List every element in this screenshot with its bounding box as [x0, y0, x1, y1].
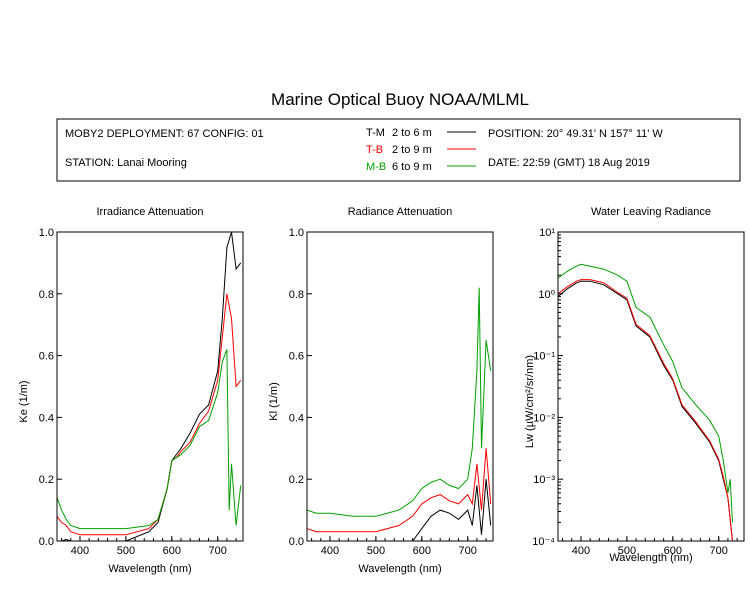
station-text: STATION: Lanai Mooring	[65, 157, 187, 169]
deployment-text: MOBY2 DEPLOYMENT: 67 CONFIG: 01	[65, 128, 264, 140]
legend-code: T-M	[366, 127, 385, 139]
x-tick-label: 400	[71, 545, 89, 557]
y-tick-label: 0.6	[289, 351, 304, 363]
y-tick-label: 0.4	[289, 412, 304, 424]
x-tick-label: 600	[163, 545, 181, 557]
series-line	[57, 232, 242, 541]
charts: Irradiance Attenuation 400 500 600 700 0.0 0.2…	[18, 206, 745, 575]
legend-code: T-B	[366, 144, 383, 156]
info-box: MOBY2 DEPLOYMENT: 67 CONFIG: 01 STATION:…	[56, 118, 741, 182]
x-axis-label: Wavelength (nm)	[108, 563, 191, 575]
x-tick-label: 400	[321, 545, 339, 557]
x-tick-label: 700	[710, 545, 728, 557]
chart-panel: Radiance Attenuation 400 500 600 700 0.0 0.2 0.…	[268, 206, 494, 575]
y-tick-label: 10⁻²	[533, 412, 555, 424]
y-tick-label: 1.0	[289, 227, 304, 239]
x-tick-label: 400	[572, 545, 590, 557]
y-tick-label: 10⁻⁴	[532, 536, 555, 548]
y-tick-label: 0.8	[289, 289, 304, 301]
y-tick-label: 10⁻³	[533, 474, 555, 486]
x-tick-label: 500	[117, 545, 135, 557]
x-tick-label: 500	[367, 545, 385, 557]
x-axis-label: Wavelength (nm)	[609, 552, 692, 564]
position-text: POSITION: 20° 49.31' N 157° 11' W	[488, 128, 663, 140]
chart-panel: Water Leaving Radiance 400 500 600 700 10⁻⁴ 10…	[524, 206, 745, 564]
plot-frame	[56, 231, 244, 542]
chart-title: Radiance Attenuation	[348, 206, 453, 218]
y-tick-label: 0.8	[39, 289, 54, 301]
plot-frame	[557, 231, 745, 542]
series-line	[307, 448, 492, 533]
x-tick-label: 600	[664, 545, 682, 557]
chart-panel: Irradiance Attenuation 400 500 600 700 0.0 0.2…	[18, 206, 244, 575]
legend-code: M-B	[366, 161, 386, 173]
series-line	[57, 349, 242, 530]
x-tick-label: 700	[459, 545, 477, 557]
y-tick-label: 10¹	[539, 227, 555, 239]
series-line	[307, 479, 492, 541]
y-axis-label: Lw (µW/cm²/sr/nm)	[524, 355, 536, 448]
y-axis-label: Ke (1/m)	[18, 380, 30, 422]
page-title: Marine Optical Buoy NOAA/MLML	[271, 90, 529, 109]
series-line	[558, 279, 733, 541]
y-tick-label: 0.2	[39, 474, 54, 486]
y-tick-label: 0.0	[289, 536, 304, 548]
x-tick-label: 500	[618, 545, 636, 557]
series-line	[57, 293, 242, 536]
plot-frame	[306, 231, 494, 542]
y-tick-label: 0.4	[39, 412, 54, 424]
y-tick-label: 0.6	[39, 351, 54, 363]
date-text: DATE: 22:59 (GMT) 18 Aug 2019	[488, 157, 650, 169]
y-tick-label: 10⁻¹	[533, 351, 555, 363]
legend-range: 2 to 6 m	[392, 127, 432, 139]
legend: T-M 2 to 6 m T-B 2 to 9 m M-B 6 to 9 m	[366, 127, 476, 173]
x-axis-label: Wavelength (nm)	[358, 563, 441, 575]
series-line	[558, 263, 733, 523]
y-axis-label: Kl (1/m)	[268, 382, 280, 421]
y-tick-label: 0.2	[289, 474, 304, 486]
x-tick-label: 700	[209, 545, 227, 557]
legend-range: 6 to 9 m	[392, 161, 432, 173]
x-tick-label: 600	[413, 545, 431, 557]
legend-range: 2 to 9 m	[392, 144, 432, 156]
y-tick-label: 10⁰	[538, 289, 555, 301]
y-tick-label: 0.0	[39, 536, 54, 548]
series-line	[558, 280, 733, 541]
y-tick-label: 1.0	[39, 227, 54, 239]
chart-title: Irradiance Attenuation	[96, 206, 203, 218]
chart-title: Water Leaving Radiance	[591, 206, 711, 218]
series-line	[307, 287, 492, 517]
